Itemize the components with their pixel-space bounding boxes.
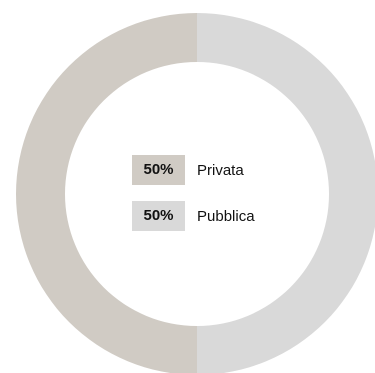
slice-pubblica [197, 13, 375, 373]
donut-slices [16, 13, 375, 373]
legend-label-privata: Privata [197, 161, 244, 179]
legend-item-privata: 50% Privata [132, 155, 255, 185]
slice-privata [16, 13, 197, 373]
legend-label-pubblica: Pubblica [197, 207, 255, 225]
legend: 50% Privata 50% Pubblica [132, 155, 255, 231]
legend-value-pubblica: 50% [132, 201, 185, 231]
legend-value-privata: 50% [132, 155, 185, 185]
legend-item-pubblica: 50% Pubblica [132, 201, 255, 231]
